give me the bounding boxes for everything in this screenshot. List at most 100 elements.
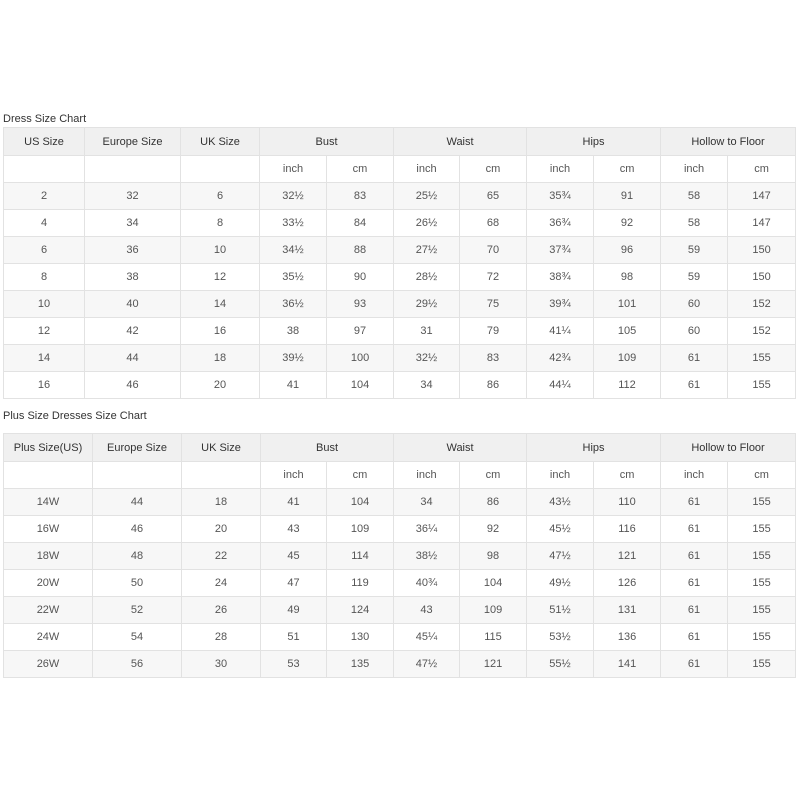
table-cell: 40¾	[393, 569, 461, 597]
table-cell: 51	[260, 623, 327, 651]
table-cell: 8	[3, 263, 85, 291]
table-cell: 60	[660, 290, 729, 318]
column-header: UK Size	[180, 127, 260, 156]
table-cell: 12	[180, 263, 260, 291]
table-cell: 36¼	[393, 515, 461, 543]
table-cell: 4	[3, 209, 85, 237]
table-cell: 61	[660, 344, 729, 372]
table-cell: 83	[459, 344, 528, 372]
table-cell: 91	[593, 182, 662, 210]
table-cell: 83	[325, 182, 395, 210]
table-cell: 116	[593, 515, 662, 543]
table-row: 18W 48 22 45 114 38½ 98 47½ 121 61 155	[3, 542, 797, 570]
table-cell: 96	[593, 236, 662, 264]
table-cell: 47½	[393, 650, 461, 678]
table-cell: 104	[325, 488, 395, 516]
table-cell: 44	[84, 344, 181, 372]
table-cell: 38¾	[526, 263, 595, 291]
column-header: Hips	[526, 433, 662, 462]
table-cell: 135	[325, 650, 395, 678]
table-cell: 126	[593, 569, 662, 597]
unit-header: inch	[393, 461, 461, 489]
table-cell: 10	[180, 236, 260, 264]
table-cell: 48	[92, 542, 182, 570]
table-cell: 24	[181, 569, 261, 597]
table-cell: 35½	[259, 263, 327, 291]
unit-header: inch	[393, 155, 461, 183]
table-cell: 112	[593, 371, 662, 399]
unit-header: cm	[593, 155, 662, 183]
column-header: Hips	[526, 127, 662, 156]
table-cell: 49	[260, 596, 327, 624]
table-cell: 10	[3, 290, 85, 318]
table-cell: 26½	[393, 209, 461, 237]
table-cell: 34	[84, 209, 181, 237]
plus-size-chart-title: Plus Size Dresses Size Chart	[3, 410, 147, 422]
table-row: 12 42 16 38 97 31 79 41¼ 105 60 152	[3, 317, 797, 345]
table-cell: 49½	[526, 569, 595, 597]
column-header: Hollow to Floor	[660, 433, 797, 462]
column-header: US Size	[3, 127, 85, 156]
table-cell: 36	[84, 236, 181, 264]
table-cell: 110	[593, 488, 662, 516]
column-header: Waist	[393, 433, 528, 462]
column-header: Bust	[259, 433, 395, 462]
table-cell: 115	[459, 623, 528, 651]
table-cell: 58	[660, 182, 729, 210]
table-row: 2 32 6 32½ 83 25½ 65 35¾ 91 58 147	[3, 182, 797, 210]
table-cell: 43	[393, 596, 461, 624]
column-header: Plus Size(US)	[3, 433, 93, 462]
table-cell: 61	[660, 542, 729, 570]
table-cell: 155	[727, 596, 797, 624]
unit-header: cm	[459, 155, 528, 183]
table-cell: 61	[660, 371, 729, 399]
table-cell: 53	[260, 650, 327, 678]
unit-header: cm	[325, 461, 395, 489]
table-cell: 34	[393, 488, 461, 516]
unit-header: cm	[459, 461, 528, 489]
table-cell: 41¼	[526, 317, 595, 345]
table-cell: 20W	[3, 569, 93, 597]
dress-size-table: US Size Europe Size UK Size Bust Waist Hips Ho…	[3, 127, 797, 399]
unit-header: cm	[727, 155, 797, 183]
table-cell: 51½	[526, 596, 595, 624]
table-row: 10 40 14 36½ 93 29½ 75 39¾ 101 60 152	[3, 290, 797, 318]
header-row: US Size Europe Size UK Size Bust Waist Hips Ho…	[3, 127, 797, 156]
table-cell: 35¾	[526, 182, 595, 210]
unit-header: inch	[259, 155, 327, 183]
table-cell: 60	[660, 317, 729, 345]
table-cell: 124	[325, 596, 395, 624]
table-cell: 38½	[393, 542, 461, 570]
unit-header: inch	[260, 461, 327, 489]
unit-header: inch	[526, 461, 595, 489]
table-row: 14W 44 18 41 104 34 86 43½ 110 61 155	[3, 488, 797, 516]
table-row: 26W 56 30 53 135 47½ 121 55½ 141 61 155	[3, 650, 797, 678]
table-row: 8 38 12 35½ 90 28½ 72 38¾ 98 59 150	[3, 263, 797, 291]
column-header: UK Size	[181, 433, 261, 462]
table-cell: 150	[727, 236, 797, 264]
table-cell: 121	[459, 650, 528, 678]
table-cell: 131	[593, 596, 662, 624]
empty-cell	[3, 461, 93, 489]
table-row: 4 34 8 33½ 84 26½ 68 36¾ 92 58 147	[3, 209, 797, 237]
table-cell: 50	[92, 569, 182, 597]
table-cell: 136	[593, 623, 662, 651]
unit-header: inch	[526, 155, 595, 183]
table-cell: 61	[660, 623, 729, 651]
table-cell: 43½	[526, 488, 595, 516]
unit-header: cm	[325, 155, 395, 183]
table-cell: 43	[260, 515, 327, 543]
table-cell: 61	[660, 596, 729, 624]
table-cell: 155	[727, 623, 797, 651]
table-cell: 26W	[3, 650, 93, 678]
table-cell: 16	[3, 371, 85, 399]
table-cell: 150	[727, 263, 797, 291]
table-cell: 24W	[3, 623, 93, 651]
dress-size-chart-title: Dress Size Chart	[3, 113, 87, 125]
table-cell: 114	[325, 542, 395, 570]
table-cell: 52	[92, 596, 182, 624]
table-cell: 41	[260, 488, 327, 516]
table-cell: 147	[727, 209, 797, 237]
table-cell: 45¼	[393, 623, 461, 651]
table-row: 16W 46 20 43 109 36¼ 92 45½ 116 61 155	[3, 515, 797, 543]
